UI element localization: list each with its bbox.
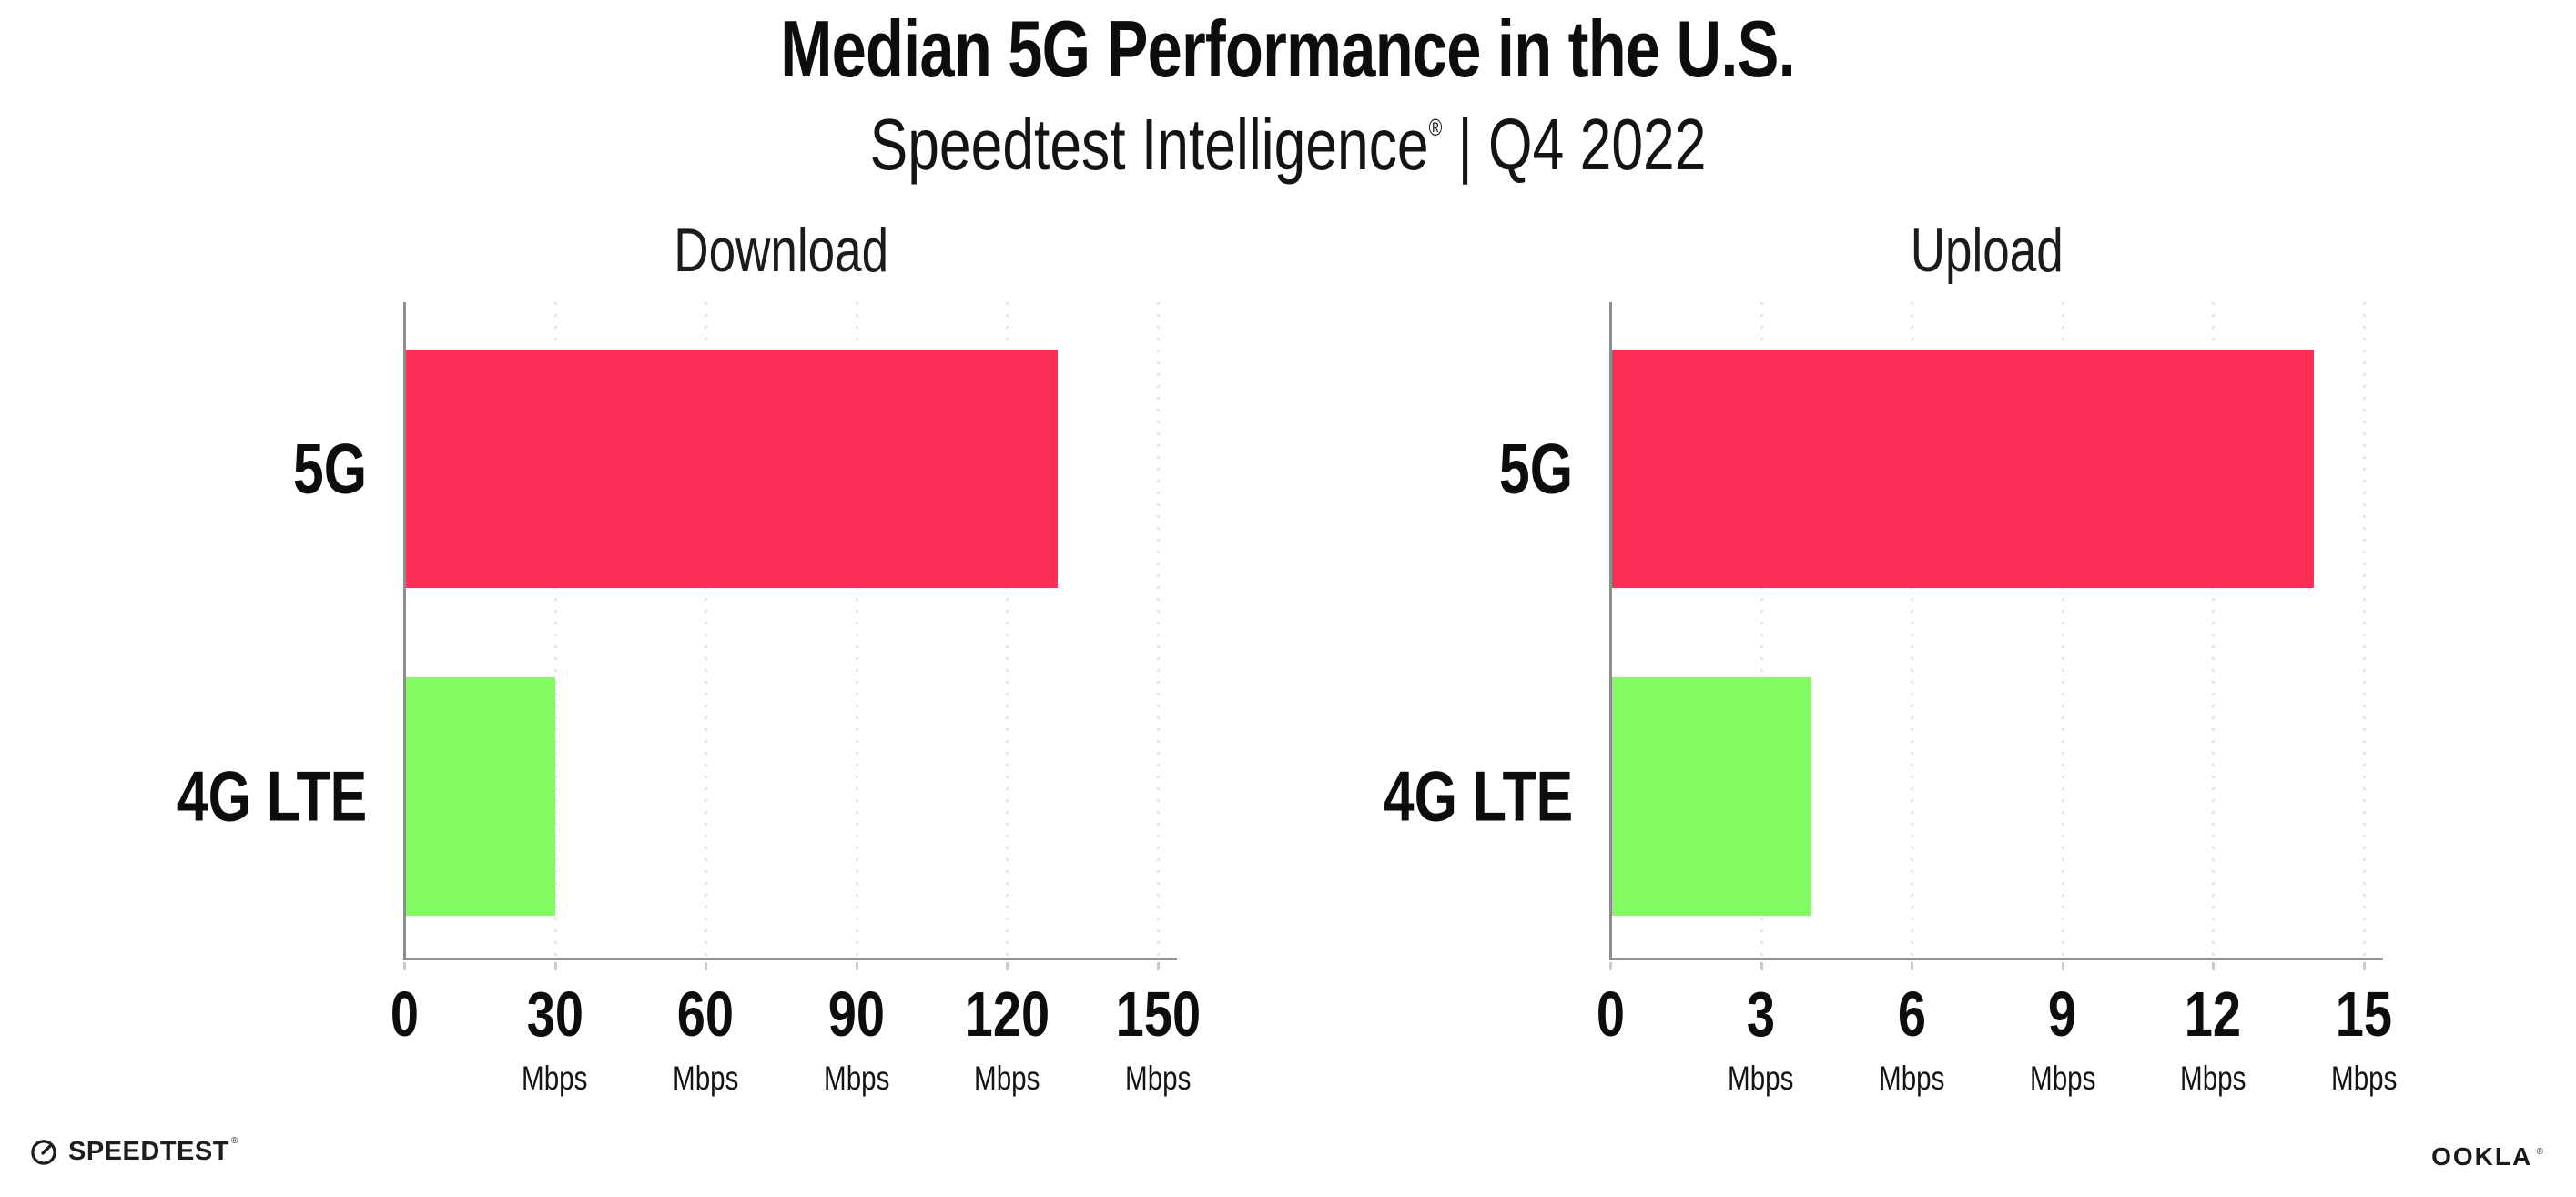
download-chart-title: Download <box>674 216 888 285</box>
gridline <box>2212 302 2216 959</box>
page-title: Median 5G Performance in the U.S. <box>0 5 2576 92</box>
axis-tick <box>403 962 406 970</box>
download-chart: Download 5G 4G LTE 0 30 <box>122 216 1201 1097</box>
speedtest-logo: SPEEDTEST ® <box>30 1136 238 1167</box>
download-5g-bar <box>404 350 1058 588</box>
upload-plot-area: 5G 4G LTE 0 3 6 9 12 15 Mbps Mbps Mbps M… <box>1384 302 2397 1097</box>
axis-tick <box>2061 962 2064 970</box>
axis-tick <box>2212 962 2216 970</box>
speedtest-wordmark: SPEEDTEST <box>68 1137 229 1166</box>
registered-mark: ® <box>2536 1147 2543 1157</box>
gridline <box>2061 302 2064 959</box>
category-label-4g-lte: 4G LTE <box>177 756 367 837</box>
registered-mark: ® <box>230 1136 238 1146</box>
download-plot-area: 5G 4G LTE 0 30 60 90 120 150 Mbps Mbps M… <box>177 302 1201 1097</box>
upload-chart-title: Upload <box>1910 216 2064 285</box>
registered-mark: ® <box>1428 115 1443 141</box>
subtitle-brand: Speedtest Intelligence <box>869 104 1429 186</box>
axis-tick <box>1157 962 1160 970</box>
axis-tick <box>855 962 858 970</box>
gridline <box>553 302 557 959</box>
upload-5g-bar <box>1610 350 2314 588</box>
gridline <box>705 302 708 959</box>
axis-tick <box>1609 962 1612 970</box>
gridline <box>1006 302 1009 959</box>
category-label-5g: 5G <box>292 428 367 509</box>
chart-header: Median 5G Performance in the U.S. Speedt… <box>0 5 2576 185</box>
upload-4g-lte-bar <box>1610 677 1811 916</box>
gridline <box>1911 302 1914 959</box>
x-axis-line <box>403 958 1177 960</box>
ookla-wordmark: OOKLA <box>2431 1142 2533 1171</box>
category-label-4g-lte: 4G LTE <box>1383 756 1573 837</box>
gridline <box>855 302 858 959</box>
gridline <box>1760 302 1763 959</box>
ookla-logo: OOKLA ® <box>2431 1142 2543 1172</box>
gridline <box>2363 302 2366 959</box>
axis-tick <box>553 962 557 970</box>
upload-chart: Upload 5G 4G LTE 0 3 <box>1328 216 2398 1097</box>
axis-tick <box>1006 962 1009 970</box>
category-label-5g: 5G <box>1498 428 1573 509</box>
speedtest-gauge-icon <box>30 1139 57 1166</box>
y-axis-line <box>403 302 406 960</box>
axis-tick <box>2363 962 2366 970</box>
axis-tick <box>1760 962 1763 970</box>
gridline <box>1157 302 1160 959</box>
download-4g-lte-bar <box>404 677 555 916</box>
y-axis-line <box>1609 302 1612 960</box>
x-axis-line <box>1609 958 2383 960</box>
subtitle-quarter: | Q4 2022 <box>1457 104 1707 186</box>
page-subtitle-text: Speedtest Intelligence® | Q4 2022 <box>870 105 1707 185</box>
page-subtitle: Speedtest Intelligence® | Q4 2022 <box>0 105 2576 185</box>
page-title-text: Median 5G Performance in the U.S. <box>780 4 1797 94</box>
axis-tick <box>1911 962 1914 970</box>
axis-tick <box>705 962 708 970</box>
